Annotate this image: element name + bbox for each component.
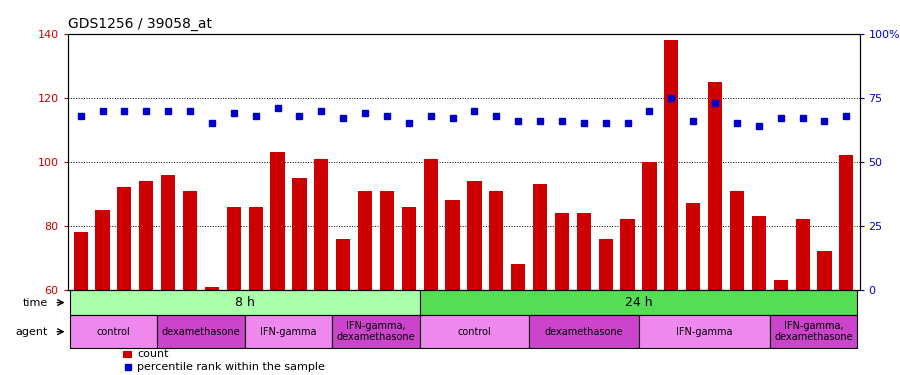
Bar	[643, 162, 657, 290]
Text: IFN-gamma,
dexamethasone: IFN-gamma, dexamethasone	[774, 321, 853, 342]
Bar	[529, 315, 638, 348]
Bar	[620, 219, 634, 290]
Bar	[95, 210, 110, 290]
Bar	[533, 184, 547, 290]
Text: percentile rank within the sample: percentile rank within the sample	[137, 362, 325, 372]
Bar	[752, 216, 766, 290]
Bar	[205, 286, 219, 290]
Bar	[446, 200, 460, 290]
Bar	[74, 232, 87, 290]
Bar	[292, 178, 307, 290]
Bar	[686, 203, 700, 290]
Bar	[840, 155, 853, 290]
Bar	[419, 290, 858, 315]
Bar	[336, 238, 350, 290]
Bar	[664, 40, 679, 290]
Text: IFN-gamma,
dexamethasone: IFN-gamma, dexamethasone	[337, 321, 415, 342]
Bar	[380, 190, 394, 290]
Text: IFN-gamma: IFN-gamma	[676, 327, 733, 337]
Bar	[730, 190, 744, 290]
Bar	[554, 213, 569, 290]
Bar	[796, 219, 810, 290]
Bar	[69, 315, 158, 348]
Text: IFN-gamma: IFN-gamma	[260, 327, 317, 337]
Bar	[419, 315, 529, 348]
Text: dexamethasone: dexamethasone	[544, 327, 623, 337]
Bar	[770, 315, 858, 348]
Bar	[467, 181, 482, 290]
Text: GDS1256 / 39058_at: GDS1256 / 39058_at	[68, 17, 211, 32]
Bar	[774, 280, 788, 290]
Bar	[158, 315, 245, 348]
Bar	[161, 175, 176, 290]
Text: count: count	[137, 350, 168, 360]
Text: control: control	[96, 327, 130, 337]
Bar	[424, 159, 437, 290]
Bar	[248, 207, 263, 290]
Bar	[245, 315, 332, 348]
Bar	[117, 188, 131, 290]
Text: 8 h: 8 h	[235, 296, 255, 309]
Bar	[332, 315, 419, 348]
Bar	[183, 190, 197, 290]
Bar	[490, 190, 503, 290]
Text: dexamethasone: dexamethasone	[162, 327, 240, 337]
Bar	[401, 207, 416, 290]
Bar	[577, 213, 591, 290]
Text: agent: agent	[15, 327, 48, 337]
Bar	[123, 351, 132, 358]
Bar	[638, 315, 770, 348]
Bar	[598, 238, 613, 290]
Bar	[511, 264, 526, 290]
Bar	[270, 152, 284, 290]
Text: control: control	[457, 327, 491, 337]
Bar	[358, 190, 373, 290]
Bar	[69, 290, 419, 315]
Bar	[708, 82, 722, 290]
Text: 24 h: 24 h	[625, 296, 652, 309]
Bar	[314, 159, 328, 290]
Text: time: time	[22, 298, 48, 307]
Bar	[227, 207, 241, 290]
Bar	[817, 251, 832, 290]
Bar	[140, 181, 153, 290]
